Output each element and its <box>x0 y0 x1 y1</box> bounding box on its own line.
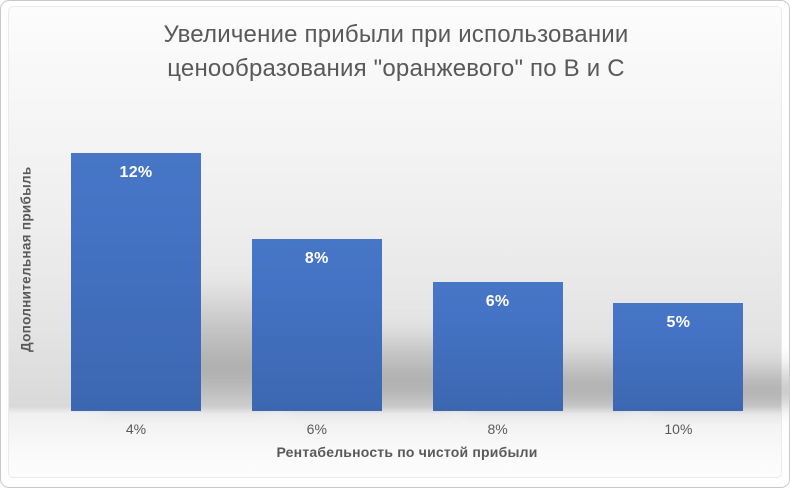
bar-8%: 6% <box>432 282 563 411</box>
bar-data-label: 8% <box>304 250 329 267</box>
chart-title: Увеличение прибыли при использовании цен… <box>1 18 789 86</box>
chart-title-line-2: ценообразования "оранжевого" по B и C <box>167 55 625 82</box>
bar-4%: 12% <box>71 153 201 411</box>
bar-data-label: 12% <box>119 164 153 181</box>
x-axis-title: Рентабельность по чистой прибыли <box>276 444 538 460</box>
x-tick-label: 10% <box>664 421 693 437</box>
bar-data-label: 6% <box>485 293 510 310</box>
bar-6%: 8% <box>251 239 382 411</box>
bar-10%: 5% <box>613 303 744 411</box>
chart-title-line-1: Увеличение прибыли при использовании <box>163 21 629 48</box>
x-tick-label: 4% <box>125 421 147 437</box>
bar-data-label: 5% <box>666 314 691 331</box>
x-tick-label: 8% <box>487 421 508 437</box>
x-tick-label: 6% <box>306 421 327 437</box>
